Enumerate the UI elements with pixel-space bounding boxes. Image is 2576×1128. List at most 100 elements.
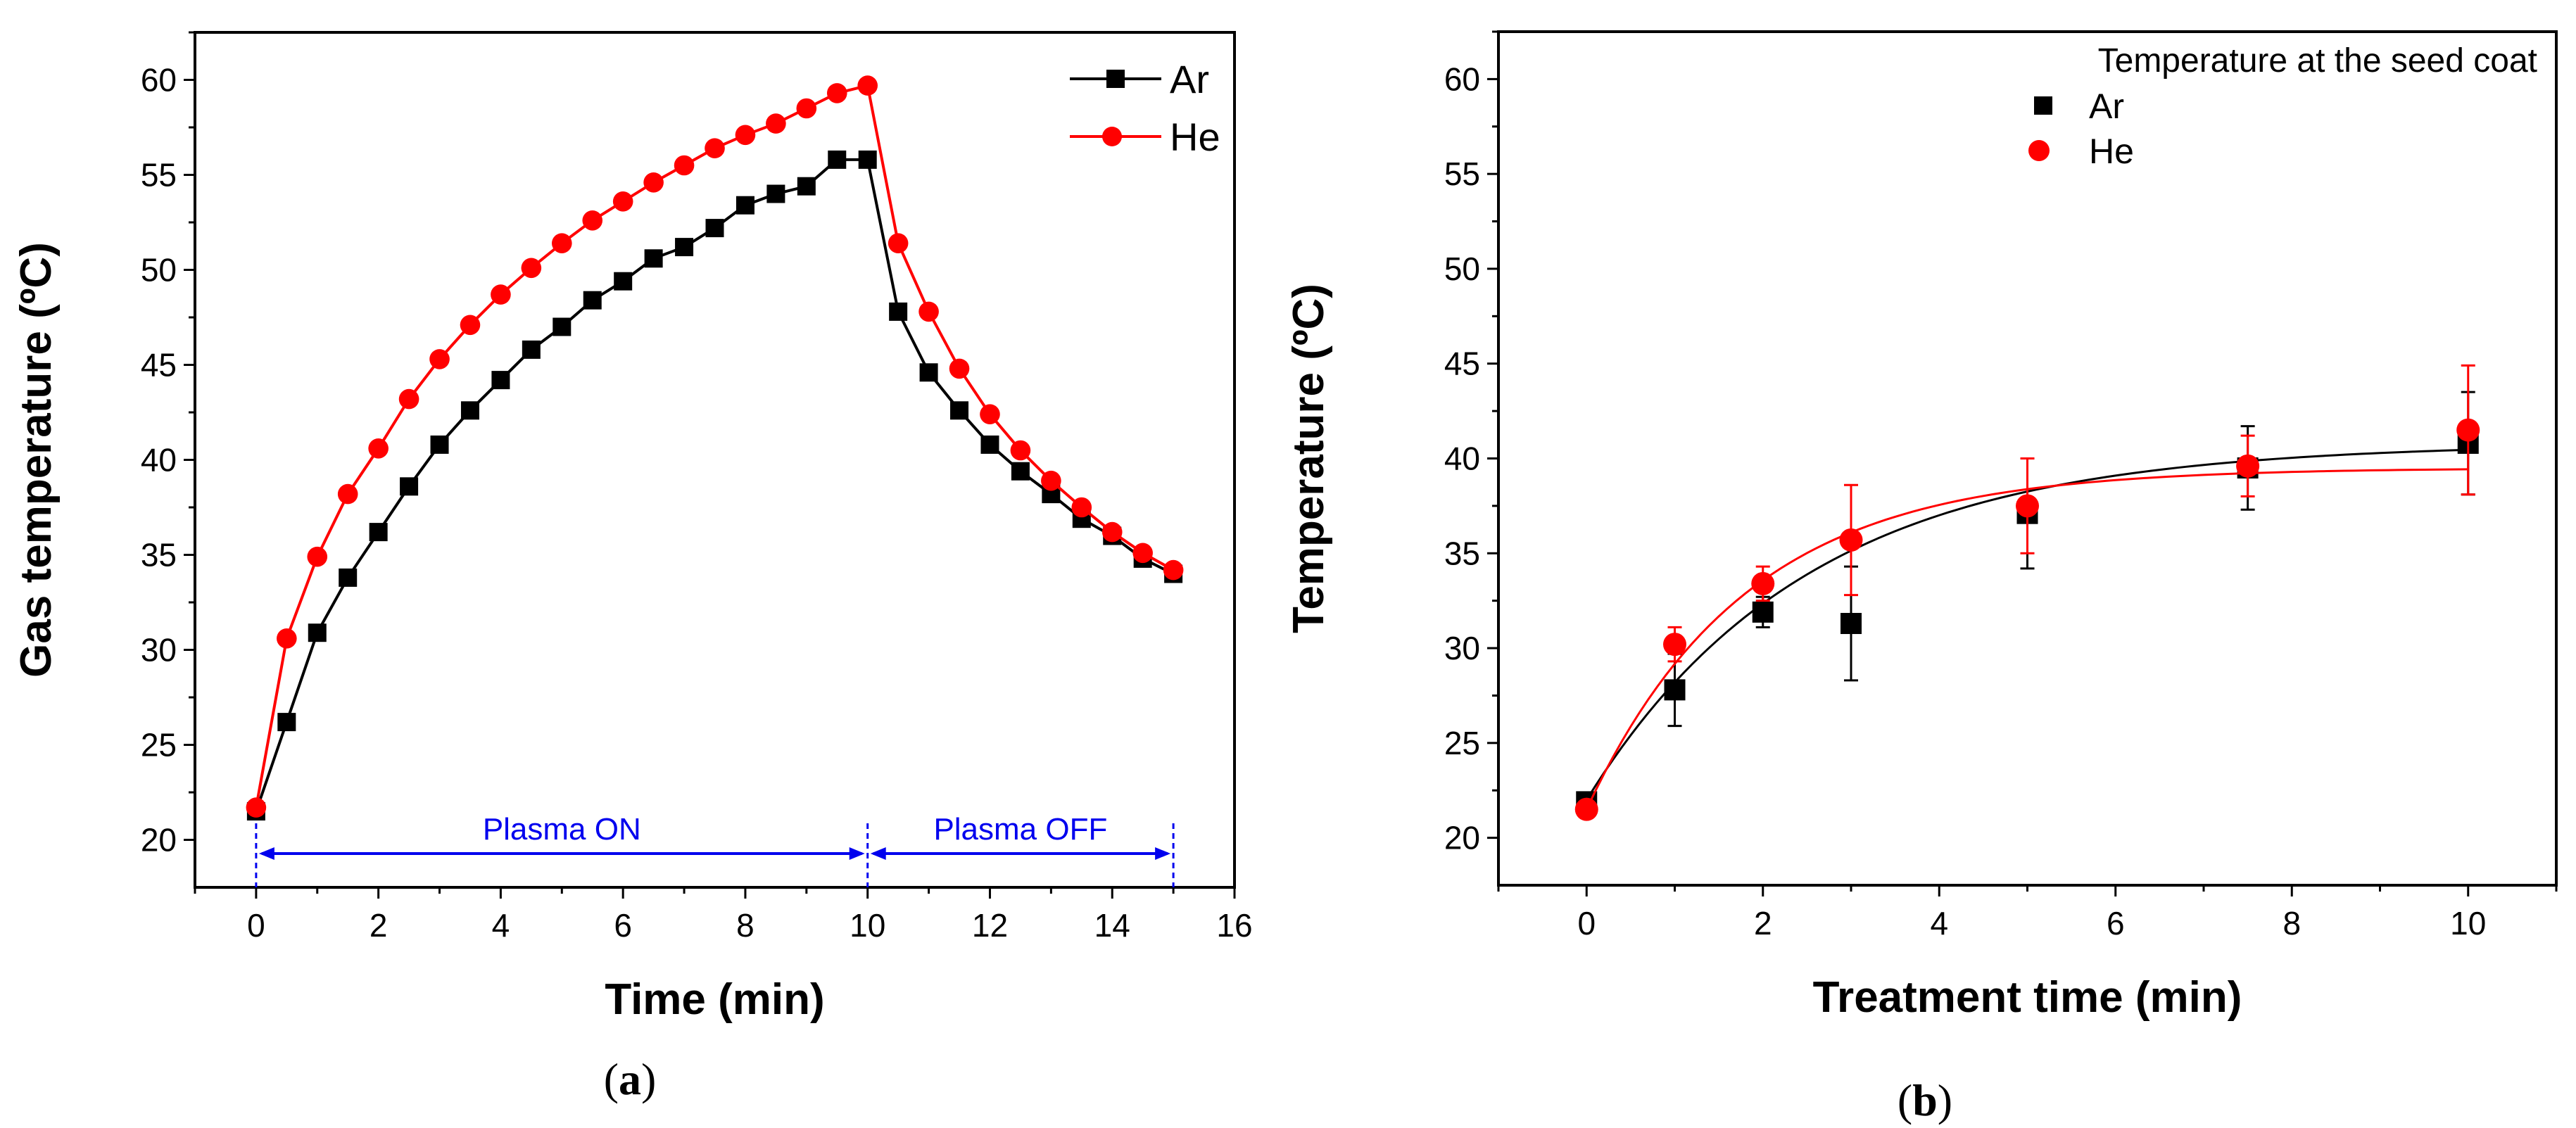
y-tick-label: 45	[1444, 346, 1480, 382]
x-tick-label: 6	[614, 907, 632, 944]
x-tick-label: 2	[1754, 905, 1772, 942]
y-tick-label: 25	[1444, 725, 1480, 761]
data-point	[368, 438, 389, 459]
legend-label: Ar	[1170, 57, 1209, 101]
y-tick-label: 50	[1444, 251, 1480, 287]
chart-a: 20 25 30 35 40 45 50 55 60 0 2 4 6 8 10 12 14 16 Time (min…	[12, 31, 1253, 1024]
data-point	[1574, 797, 1598, 821]
data-point	[339, 568, 358, 587]
data-point	[857, 75, 878, 96]
data-point	[705, 219, 724, 238]
data-point	[307, 546, 328, 567]
data-point	[398, 388, 419, 410]
legend-title: Temperature at the seed coat	[2098, 42, 2537, 80]
y-tick-label: 20	[141, 822, 177, 858]
data-point	[705, 138, 725, 158]
y-tick-label: 20	[1444, 820, 1480, 856]
data-point	[277, 628, 297, 649]
y-tick-label: 30	[1444, 630, 1480, 666]
data-point	[1101, 521, 1123, 543]
data-point	[612, 191, 633, 212]
data-point	[735, 196, 755, 215]
data-point	[583, 291, 602, 310]
legend-circle-icon	[1102, 127, 1122, 146]
data-point	[1163, 559, 1184, 581]
data-point	[1751, 571, 1775, 595]
y-tick-label: 40	[141, 442, 177, 479]
data-point	[674, 155, 695, 176]
x-tick-label: 2	[370, 907, 388, 944]
data-point	[949, 358, 970, 379]
x-tick-label: 8	[736, 907, 755, 944]
data-point	[980, 404, 1000, 424]
x-tick-label: 6	[2107, 905, 2125, 942]
data-point	[2456, 418, 2480, 442]
series-he	[1574, 364, 2480, 821]
data-point	[735, 125, 756, 146]
x-tick-label: 4	[1930, 905, 1948, 942]
data-point	[1132, 543, 1153, 564]
y-tick-label: 55	[141, 157, 177, 194]
plot-frame	[194, 31, 1236, 889]
panel-label-b: (b)	[1898, 1075, 1952, 1125]
annotation-label: Plasma ON	[483, 812, 641, 847]
x-tick-label: 10	[850, 907, 885, 944]
legend-label: Ar	[2089, 87, 2124, 126]
y-tick-label: 45	[141, 347, 177, 384]
legend-square-icon	[1106, 70, 1125, 88]
data-point	[521, 258, 542, 279]
y-tick-label: 30	[141, 632, 177, 668]
y-tick-label: 60	[1444, 61, 1480, 97]
data-point	[1839, 528, 1863, 552]
data-point	[1010, 440, 1031, 461]
y-tick-label: 40	[1444, 441, 1480, 477]
x-tick-label: 16	[1216, 907, 1252, 944]
x-tick-label: 0	[1577, 905, 1596, 942]
x-tick-label: 0	[247, 907, 265, 944]
panel-label-a: (a)	[604, 1054, 657, 1104]
data-point	[1041, 470, 1061, 491]
data-point	[460, 315, 481, 336]
data-point	[1752, 601, 1774, 623]
data-point	[919, 363, 938, 382]
data-point	[246, 797, 267, 818]
data-point	[889, 302, 908, 321]
legend-square-icon	[2034, 96, 2052, 115]
data-point	[1841, 613, 1862, 635]
series-line	[254, 158, 1175, 812]
series-he	[246, 75, 1184, 818]
chart-b: 20 25 30 35 40 45 50 55 60 0 2 4 6 8 10 Treatment time …	[1284, 30, 2558, 1022]
series-ar	[1576, 391, 2479, 813]
x-axis-title: Treatment time (min)	[1813, 973, 2242, 1022]
y-tick-label: 50	[141, 252, 177, 289]
y-axis-title: Gas temperature (ºC)	[12, 242, 61, 678]
x-tick-label: 12	[972, 907, 1008, 944]
data-point	[826, 83, 847, 103]
legend-label: He	[1170, 115, 1220, 159]
data-point	[2236, 454, 2260, 478]
y-tick-label: 35	[141, 537, 177, 573]
data-point	[614, 272, 633, 291]
data-point	[1664, 679, 1686, 701]
data-point	[796, 98, 817, 119]
y-tick-label: 60	[141, 62, 177, 99]
series-ar	[246, 150, 1183, 820]
x-axis-title: Time (min)	[605, 975, 824, 1024]
data-point	[828, 150, 847, 169]
data-point	[308, 623, 327, 642]
data-point	[553, 317, 572, 336]
data-point	[491, 371, 510, 390]
data-point	[918, 301, 939, 322]
legend-circle-icon	[2028, 140, 2050, 161]
legend: Temperature at the seed coat Ar He	[2028, 42, 2537, 171]
data-point	[1011, 462, 1030, 481]
data-point	[400, 477, 419, 496]
x-tick-label: 4	[492, 907, 510, 944]
data-point	[337, 483, 358, 505]
data-point	[369, 523, 388, 542]
x-tick-label: 14	[1094, 907, 1130, 944]
data-point	[277, 713, 296, 732]
data-point	[643, 172, 664, 193]
data-point	[797, 177, 816, 196]
